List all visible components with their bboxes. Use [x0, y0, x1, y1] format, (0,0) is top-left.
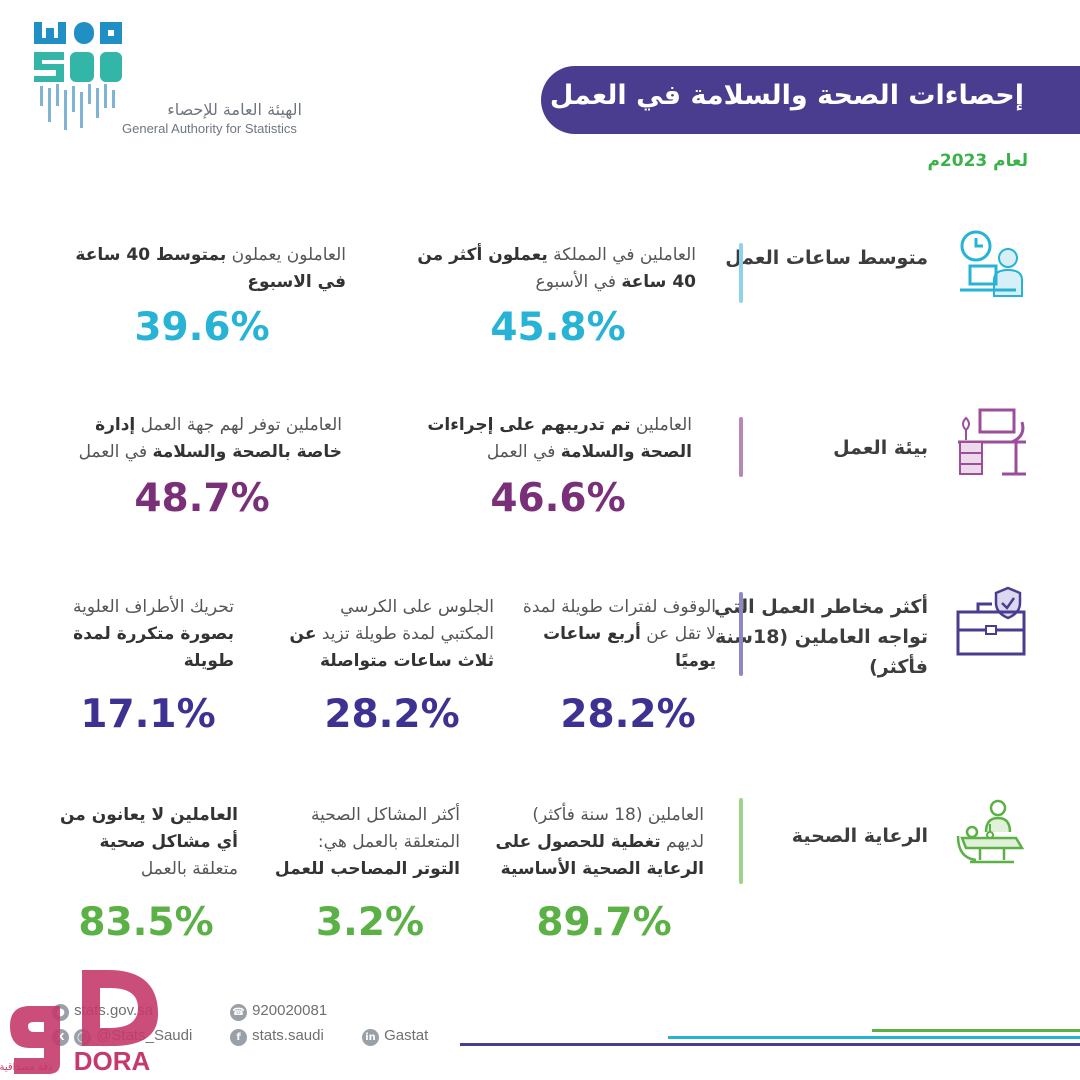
svg-text:GASTAT: GASTAT — [78, 46, 82, 49]
category-work-environment: بيئة العمل — [833, 437, 928, 459]
footer-line-green — [872, 1029, 1080, 1032]
dora-watermark-logo: DORA دقة مصداقية — [0, 970, 158, 1076]
stat-text: العاملين توفر لهم جهة العمل إدارة خاصة ب… — [78, 415, 342, 462]
footer-line-cyan — [668, 1036, 1080, 1039]
linkedin-icon: in — [362, 1029, 379, 1046]
stat-text: تحريك الأطراف العلوية بصورة متكررة لمدة … — [73, 597, 234, 671]
stat-text: العاملون يعملون بمتوسط 40 ساعة في الاسبو… — [75, 245, 346, 292]
category-working-hours: متوسط ساعات العمل — [725, 247, 928, 269]
stat-text: العاملين تم تدريبهم على إجراءات الصحة وا… — [427, 415, 692, 462]
logo-english-name: General Authority for Statistics — [122, 121, 297, 136]
stat-value: 48.7% — [134, 476, 270, 521]
stat-value: 83.5% — [78, 900, 214, 945]
person-at-desk-clock-icon — [960, 230, 1023, 297]
stat-value: 28.2% — [324, 692, 460, 737]
section-divider — [739, 798, 743, 884]
footer-line-navy — [460, 1043, 1080, 1046]
section-divider — [739, 592, 743, 676]
healthcare-doctor-icon — [956, 799, 1025, 864]
stat-text: العاملين لا يعانون من أي مشاكل صحية متعل… — [59, 805, 238, 879]
category-work-hazards: أكثر مخاطر العمل التي تواجه العاملين (18… — [714, 596, 928, 678]
logo-arabic-name: الهيئة العامة للإحصاء — [167, 100, 302, 119]
section-divider — [739, 417, 743, 477]
svg-text:DORA: DORA — [74, 1046, 151, 1076]
facebook-icon: f — [230, 1029, 247, 1046]
gastat-logo-mark: GASTAT — [34, 22, 122, 130]
stat-value: 46.6% — [490, 476, 626, 521]
stat-value: 3.2% — [315, 900, 425, 945]
briefcase-shield-icon — [956, 586, 1026, 656]
office-desk-icon — [958, 408, 1026, 476]
page-title: إحصاءات الصحة والسلامة في العمل — [549, 80, 1024, 111]
phone-icon: ☎ — [230, 1004, 247, 1021]
stat-text: أكثر المشاكل الصحية المتعلقة بالعمل هي: … — [274, 805, 460, 879]
year-label: لعام 2023م — [927, 151, 1028, 171]
svg-text:دقة مصداقية: دقة مصداقية — [0, 1062, 53, 1073]
stat-text: العاملين (18 سنة فأكثر) لديهم تغطية للحص… — [495, 805, 704, 879]
stat-value: 89.7% — [536, 900, 672, 945]
title-banner — [541, 66, 1080, 134]
section-divider — [739, 243, 743, 303]
stat-text: الوقوف لفترات طويلة لمدة لا تقل عن أربع … — [522, 597, 716, 671]
footer-facebook[interactable]: f stats.saudi — [230, 1025, 324, 1046]
stat-text: الجلوس على الكرسي المكتبي لمدة طويلة تزي… — [289, 597, 494, 671]
stat-value: 39.6% — [134, 305, 270, 350]
footer-phone[interactable]: ☎ 920020081 — [230, 1000, 327, 1021]
footer-linkedin[interactable]: in Gastat — [362, 1025, 428, 1046]
stat-value: 45.8% — [490, 305, 626, 350]
stat-text: العاملين في المملكة يعملون أكثر من 40 سا… — [417, 245, 696, 292]
category-healthcare: الرعاية الصحية — [791, 825, 928, 847]
stat-value: 17.1% — [80, 692, 216, 737]
stat-value: 28.2% — [560, 692, 696, 737]
